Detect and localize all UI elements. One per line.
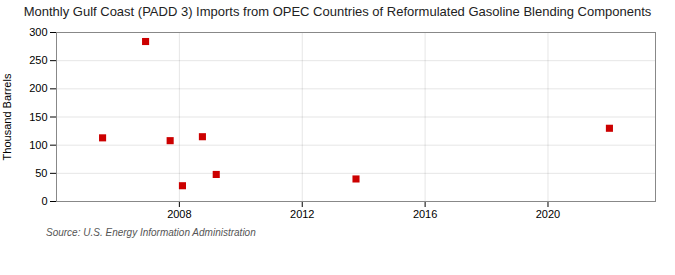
- svg-text:2020: 2020: [536, 209, 560, 221]
- svg-text:250: 250: [29, 54, 47, 66]
- svg-text:300: 300: [29, 26, 47, 38]
- svg-text:100: 100: [29, 139, 47, 151]
- svg-text:0: 0: [41, 195, 47, 207]
- svg-text:2008: 2008: [167, 209, 191, 221]
- svg-text:50: 50: [35, 167, 47, 179]
- svg-text:2012: 2012: [290, 209, 314, 221]
- svg-text:200: 200: [29, 83, 47, 95]
- svg-text:2016: 2016: [413, 209, 437, 221]
- svg-text:Thousand Barrels: Thousand Barrels: [1, 73, 13, 160]
- html-text:Source: U.S. Energy Informatio: Source: U.S. Energy Information Administ…: [46, 227, 256, 239]
- svg-text:150: 150: [29, 111, 47, 123]
- html-text:Monthly Gulf Coast (PADD 3) Im: Monthly Gulf Coast (PADD 3) Imports from…: [23, 4, 652, 19]
